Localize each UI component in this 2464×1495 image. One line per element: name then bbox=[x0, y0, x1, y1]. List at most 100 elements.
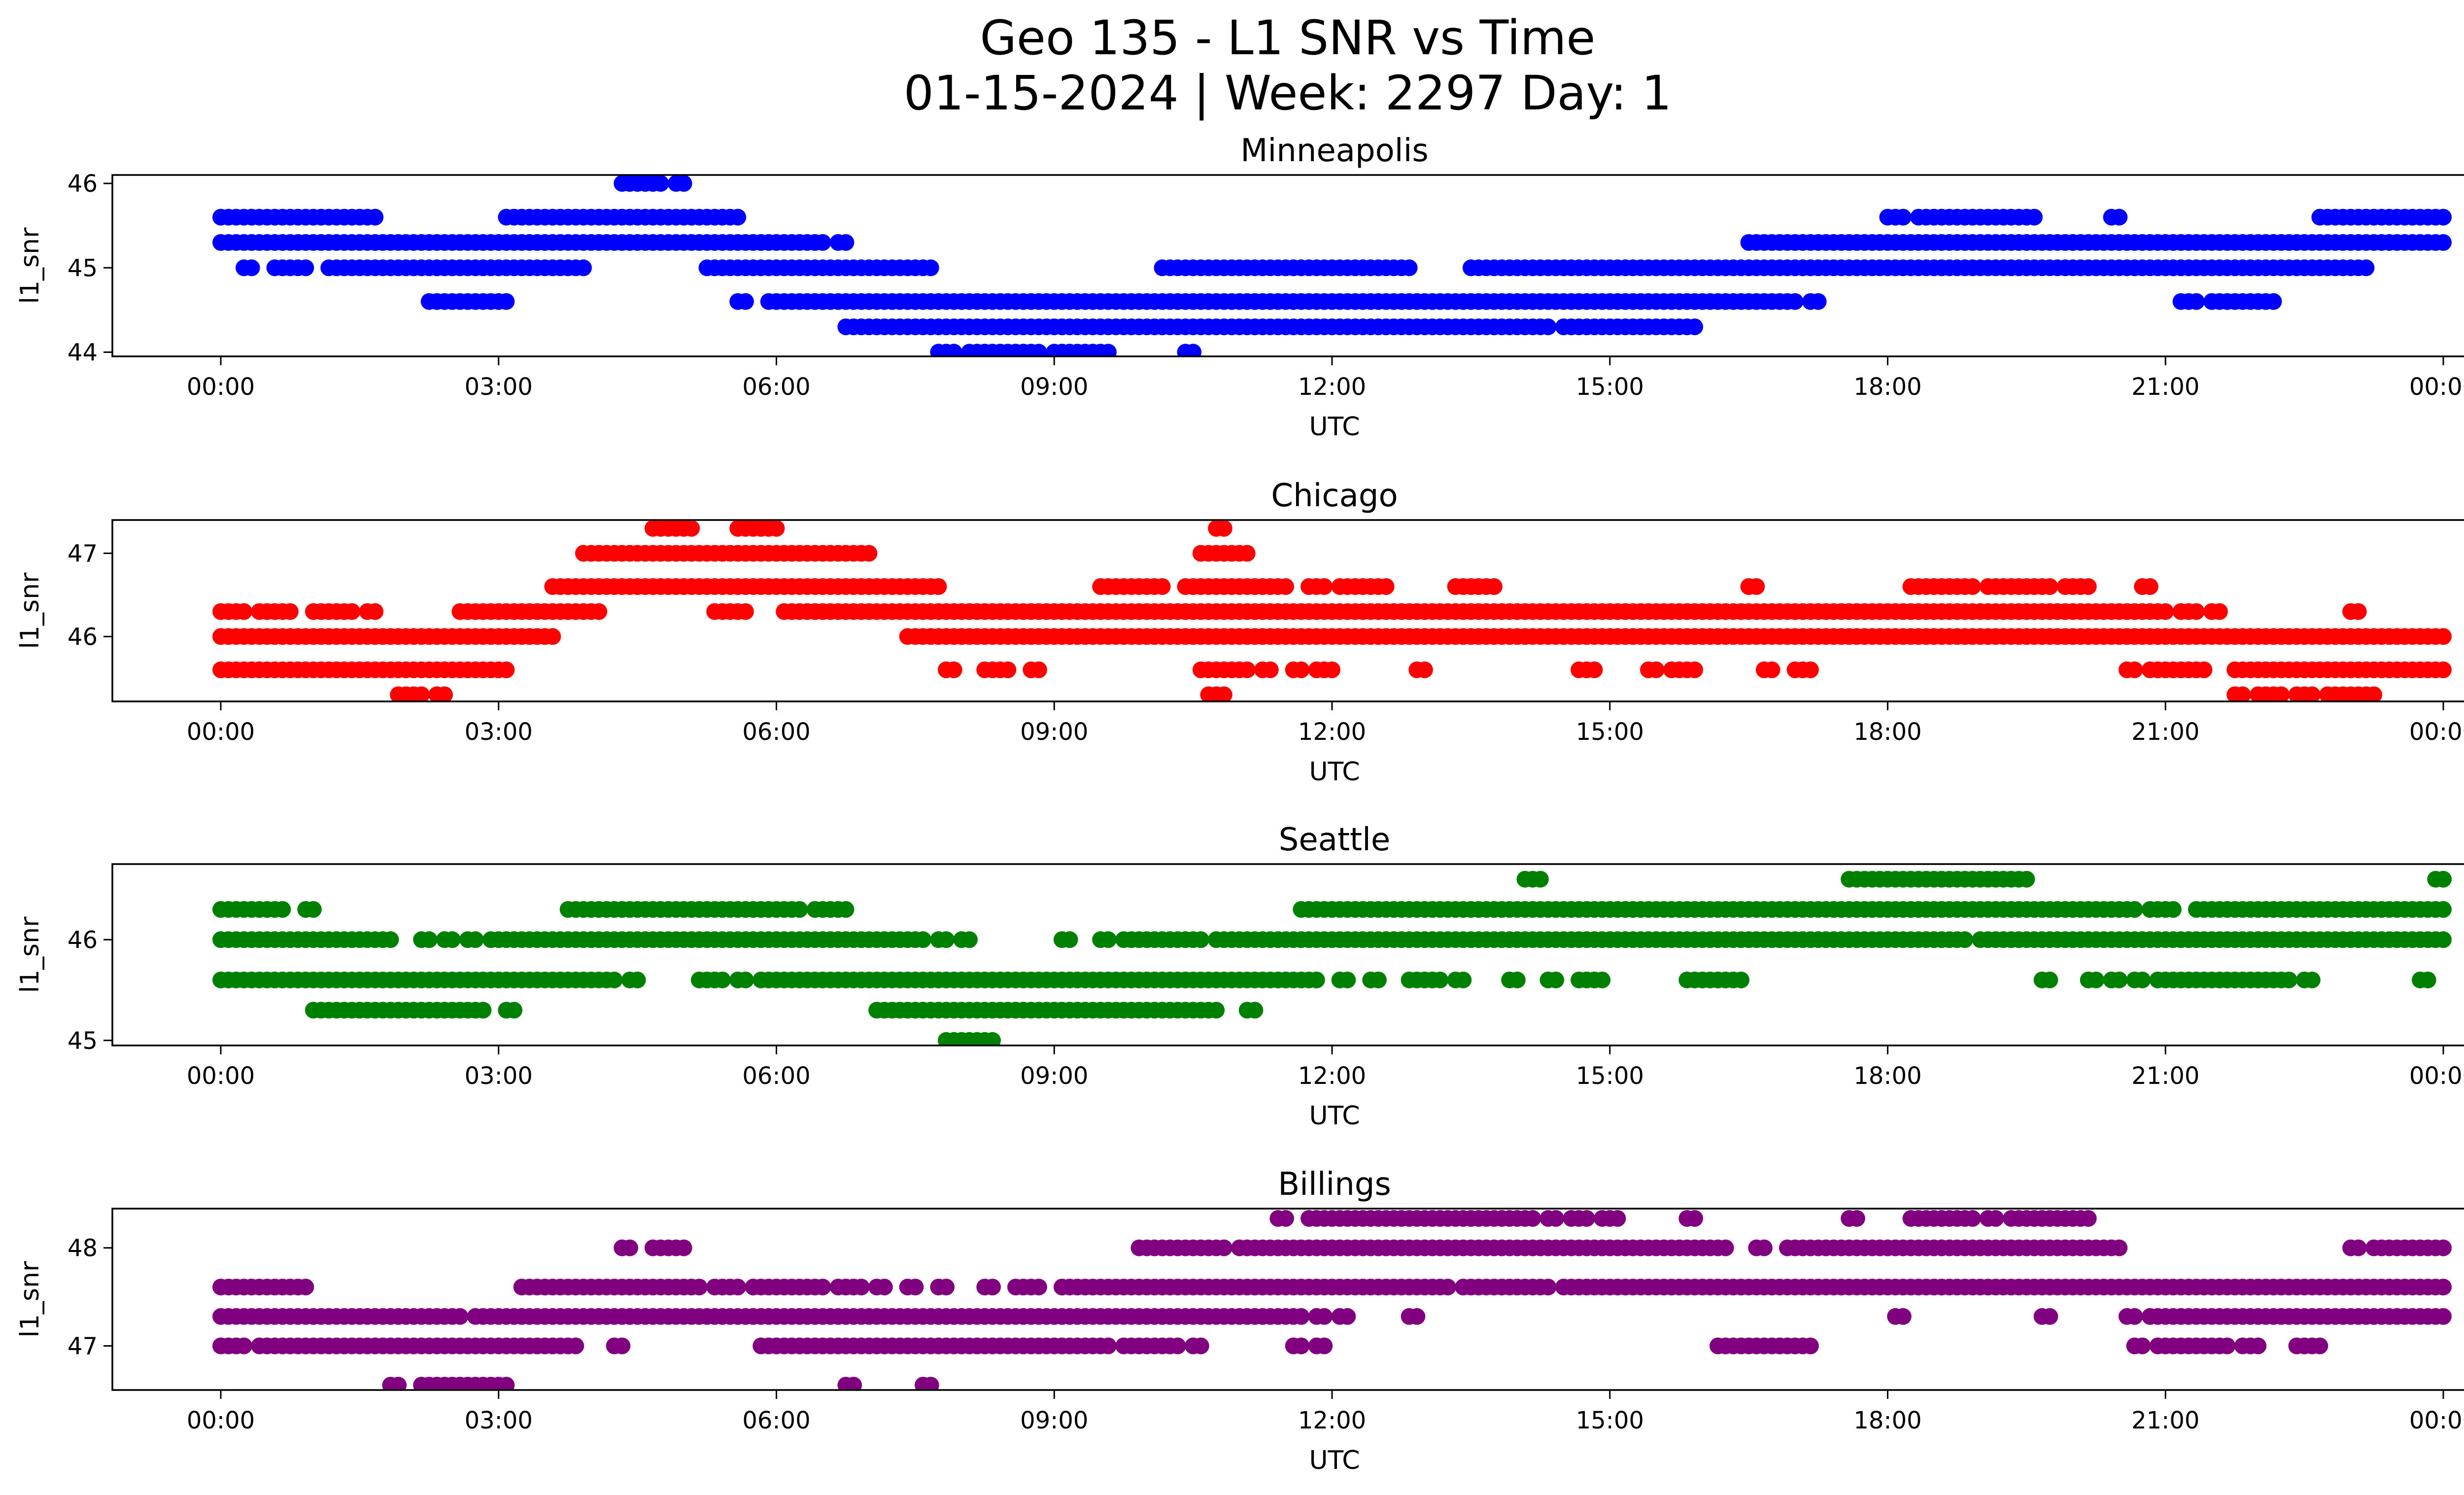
x-tick-label: 03:00 bbox=[465, 718, 533, 746]
data-point bbox=[274, 901, 291, 918]
data-point bbox=[1647, 661, 1665, 678]
data-point bbox=[2126, 901, 2143, 918]
data-point bbox=[590, 603, 608, 620]
data-point bbox=[2134, 1337, 2151, 1355]
data-point bbox=[1786, 293, 1804, 310]
x-tick-label: 18:00 bbox=[1853, 718, 1921, 746]
data-point bbox=[1308, 972, 1325, 989]
data-point bbox=[1763, 661, 1780, 678]
data-point bbox=[2188, 603, 2205, 620]
data-point bbox=[1030, 661, 1047, 678]
x-tick-label: 00:00 bbox=[2409, 1407, 2464, 1434]
data-point bbox=[2358, 259, 2375, 277]
data-point bbox=[945, 344, 962, 356]
data-point bbox=[498, 293, 515, 310]
data-point bbox=[922, 1377, 939, 1390]
data-point bbox=[2041, 578, 2058, 595]
data-point bbox=[2126, 1308, 2143, 1325]
data-point bbox=[413, 686, 430, 701]
data-point bbox=[1508, 972, 1526, 989]
data-point bbox=[1532, 870, 1549, 888]
data-point bbox=[1262, 661, 1279, 678]
data-point bbox=[1401, 259, 1418, 277]
data-point bbox=[1293, 1308, 1310, 1325]
x-tick-label: 00:00 bbox=[187, 718, 255, 746]
data-point bbox=[1238, 661, 1256, 678]
data-point bbox=[737, 603, 754, 620]
subplot-chicago: Chicago 00:00 03:00 06:00 09:00 12:00 15:00 18:… bbox=[15, 478, 2464, 787]
data-point bbox=[961, 931, 978, 948]
data-point bbox=[1099, 1337, 1117, 1355]
x-tick-label: 12:00 bbox=[1298, 718, 1366, 746]
data-point bbox=[2088, 972, 2105, 989]
y-axis-label: l1_snr bbox=[15, 227, 45, 304]
data-point bbox=[1848, 1210, 1865, 1227]
data-point bbox=[2435, 1239, 2452, 1256]
data-point bbox=[1215, 686, 1232, 701]
data-point bbox=[675, 175, 692, 192]
data-point bbox=[436, 686, 453, 701]
data-point bbox=[1293, 1337, 1310, 1355]
data-point bbox=[837, 901, 855, 918]
data-point bbox=[467, 931, 484, 948]
data-point bbox=[297, 259, 314, 277]
data-point bbox=[1277, 1210, 1294, 1227]
data-point bbox=[281, 603, 299, 620]
scatter-points bbox=[212, 870, 2452, 1045]
data-point bbox=[2018, 870, 2035, 888]
data-point bbox=[2111, 972, 2128, 989]
x-tick-label: 06:00 bbox=[742, 718, 810, 746]
data-point bbox=[606, 972, 623, 989]
data-point bbox=[297, 1279, 314, 1296]
data-point bbox=[420, 931, 438, 948]
data-point bbox=[1154, 578, 1171, 595]
x-tick-label: 00:00 bbox=[187, 373, 255, 401]
x-tick-label: 15:00 bbox=[1576, 1407, 1644, 1434]
data-point bbox=[1540, 318, 1557, 336]
data-point bbox=[2365, 686, 2383, 701]
data-point bbox=[922, 259, 939, 277]
data-point bbox=[2164, 901, 2182, 918]
x-tick-label: 18:00 bbox=[1853, 1407, 1921, 1434]
data-point bbox=[575, 259, 592, 277]
data-point bbox=[690, 1279, 708, 1296]
figure-title-line1: Geo 135 - L1 SNR vs Time bbox=[980, 10, 1596, 66]
x-tick-label: 21:00 bbox=[2131, 373, 2199, 401]
subplot-title: Minneapolis bbox=[1240, 133, 1428, 169]
data-point bbox=[367, 209, 384, 226]
x-tick-label: 09:00 bbox=[1020, 1062, 1088, 1090]
data-point bbox=[2435, 901, 2452, 918]
data-point bbox=[2195, 661, 2213, 678]
x-tick-label: 12:00 bbox=[1298, 1407, 1366, 1434]
data-point bbox=[1802, 661, 1819, 678]
data-point bbox=[544, 628, 561, 645]
x-tick-label: 12:00 bbox=[1298, 1062, 1366, 1090]
data-point bbox=[621, 1239, 638, 1256]
data-point bbox=[614, 1337, 631, 1355]
subplot-minneapolis: Minneapolis 00:00 03:00 06:00 09:00 12:00 15:0… bbox=[15, 133, 2464, 442]
scatter-points bbox=[212, 520, 2452, 701]
data-point bbox=[729, 209, 747, 226]
data-point bbox=[2350, 1239, 2367, 1256]
data-point bbox=[2219, 1337, 2236, 1355]
plot-area-frame bbox=[111, 1208, 2464, 1391]
data-point bbox=[236, 603, 252, 620]
data-point bbox=[2134, 972, 2151, 989]
x-tick-label: 03:00 bbox=[465, 1062, 533, 1090]
data-point bbox=[567, 1337, 584, 1355]
x-axis-label: UTC bbox=[1309, 412, 1360, 442]
data-point bbox=[305, 901, 322, 918]
data-point bbox=[1324, 661, 1340, 678]
data-point bbox=[1547, 1210, 1565, 1227]
x-tick-label: 15:00 bbox=[1576, 718, 1644, 746]
y-axis-label: l1_snr bbox=[15, 1261, 45, 1338]
plot-area-frame bbox=[111, 174, 2464, 357]
data-point bbox=[2435, 209, 2452, 226]
data-point bbox=[390, 1377, 407, 1390]
data-point bbox=[2141, 578, 2158, 595]
data-point bbox=[1416, 661, 1433, 678]
data-point bbox=[2350, 603, 2367, 620]
data-point bbox=[1755, 1239, 1773, 1256]
data-point bbox=[1686, 1210, 1703, 1227]
data-point bbox=[1339, 972, 1356, 989]
